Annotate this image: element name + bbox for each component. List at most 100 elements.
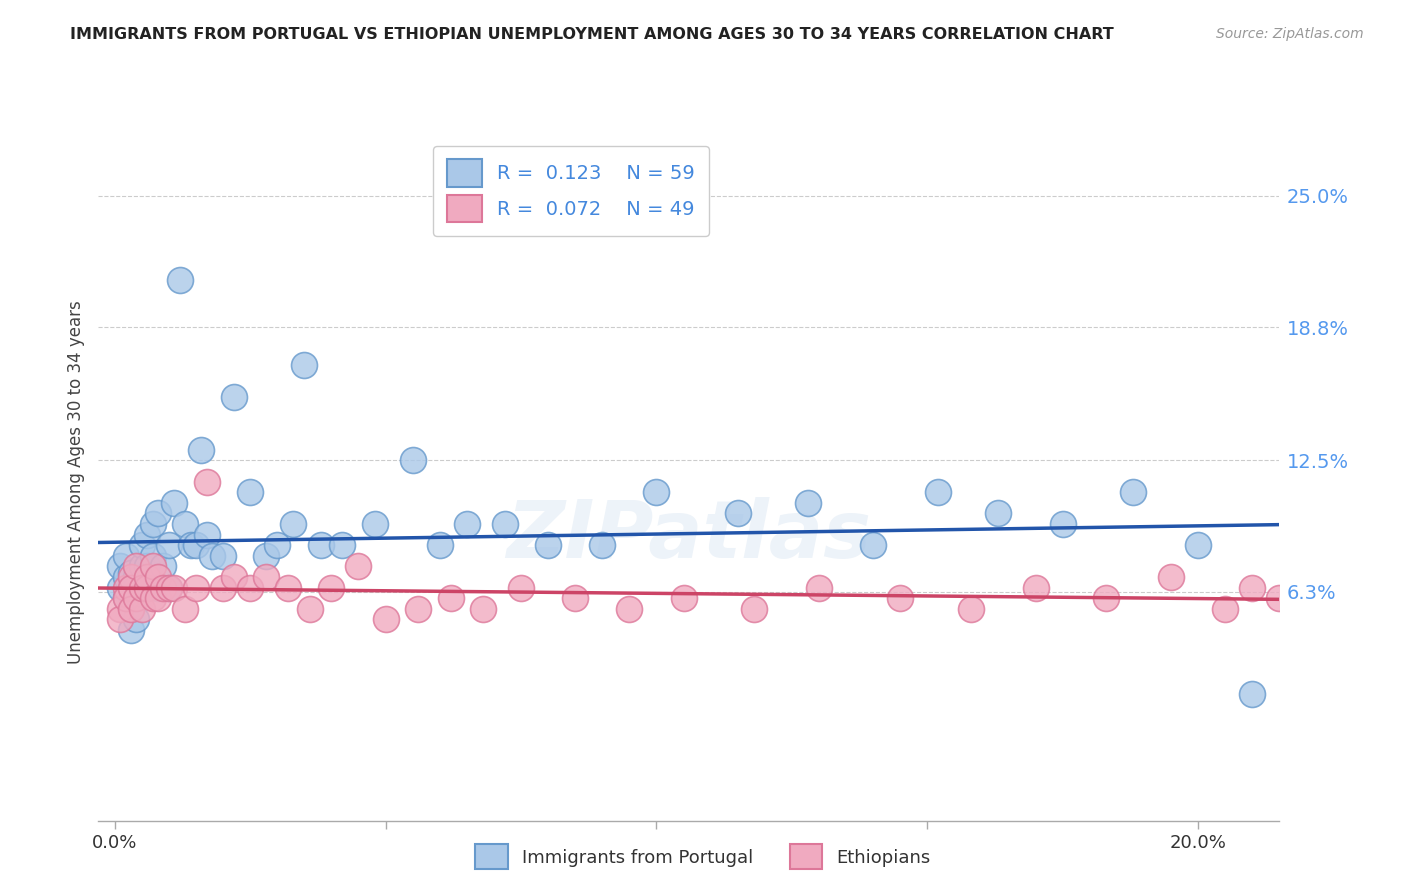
Point [277, 581, 299, 595]
Point [1122, 485, 1144, 500]
Point [222, 390, 245, 404]
Point [1268, 591, 1291, 606]
Point [114, 581, 136, 595]
Point [157, 581, 180, 595]
Legend: R =  0.123    N = 59, R =  0.072    N = 49: R = 0.123 N = 59, R = 0.072 N = 49 [433, 145, 709, 235]
Point [120, 566, 142, 580]
Point [406, 602, 429, 616]
Point [401, 453, 423, 467]
Point [1160, 570, 1182, 584]
Point [157, 538, 180, 552]
Point [163, 581, 186, 595]
Point [131, 559, 153, 574]
Point [429, 538, 451, 552]
Point [131, 538, 153, 552]
Point [987, 507, 1010, 521]
Point [131, 602, 153, 616]
Point [195, 475, 218, 489]
Point [591, 538, 613, 552]
Point [645, 485, 668, 500]
Point [1095, 591, 1118, 606]
Point [120, 602, 142, 616]
Point [114, 570, 136, 584]
Point [374, 612, 396, 626]
Point [254, 549, 277, 563]
Point [125, 612, 148, 626]
Point [142, 517, 165, 532]
Point [222, 570, 245, 584]
Text: Source: ZipAtlas.com: Source: ZipAtlas.com [1216, 27, 1364, 41]
Point [672, 591, 695, 606]
Point [1241, 581, 1264, 595]
Point [298, 602, 321, 616]
Point [131, 581, 153, 595]
Point [321, 581, 343, 595]
Point [125, 559, 148, 574]
Point [309, 538, 332, 552]
Point [136, 559, 159, 574]
Point [125, 570, 148, 584]
Point [347, 559, 370, 574]
Point [239, 581, 262, 595]
Point [174, 602, 197, 616]
Point [889, 591, 911, 606]
Point [120, 581, 142, 595]
Point [201, 549, 224, 563]
Point [190, 442, 212, 457]
Point [142, 591, 165, 606]
Point [174, 517, 197, 532]
Text: IMMIGRANTS FROM PORTUGAL VS ETHIOPIAN UNEMPLOYMENT AMONG AGES 30 TO 34 YEARS COR: IMMIGRANTS FROM PORTUGAL VS ETHIOPIAN UN… [70, 27, 1114, 42]
Point [472, 602, 495, 616]
Point [1187, 538, 1209, 552]
Point [564, 591, 586, 606]
Point [283, 517, 305, 532]
Point [742, 602, 765, 616]
Point [169, 273, 191, 287]
Point [108, 559, 131, 574]
Point [1025, 581, 1047, 595]
Point [184, 581, 207, 595]
Point [797, 496, 820, 510]
Point [807, 581, 830, 595]
Point [1241, 687, 1264, 701]
Point [184, 538, 207, 552]
Point [537, 538, 560, 552]
Point [142, 549, 165, 563]
Point [456, 517, 478, 532]
Point [157, 581, 180, 595]
Point [125, 591, 148, 606]
Point [195, 527, 218, 541]
Point [254, 570, 277, 584]
Point [125, 581, 148, 595]
Point [927, 485, 949, 500]
Point [146, 581, 169, 595]
Point [619, 602, 641, 616]
Point [180, 538, 202, 552]
Point [146, 570, 169, 584]
Point [510, 581, 533, 595]
Point [108, 612, 131, 626]
Point [212, 581, 235, 595]
Point [136, 570, 159, 584]
Point [146, 507, 169, 521]
Point [120, 570, 142, 584]
Point [120, 623, 142, 637]
Point [152, 559, 174, 574]
Point [142, 559, 165, 574]
Point [146, 591, 169, 606]
Point [163, 496, 186, 510]
Point [727, 507, 749, 521]
Point [862, 538, 884, 552]
Point [131, 581, 153, 595]
Point [1213, 602, 1236, 616]
Point [292, 358, 315, 372]
Point [114, 591, 136, 606]
Point [212, 549, 235, 563]
Point [959, 602, 981, 616]
Point [152, 581, 174, 595]
Point [1052, 517, 1074, 532]
Point [239, 485, 262, 500]
Point [136, 527, 159, 541]
Point [114, 549, 136, 563]
Point [108, 602, 131, 616]
